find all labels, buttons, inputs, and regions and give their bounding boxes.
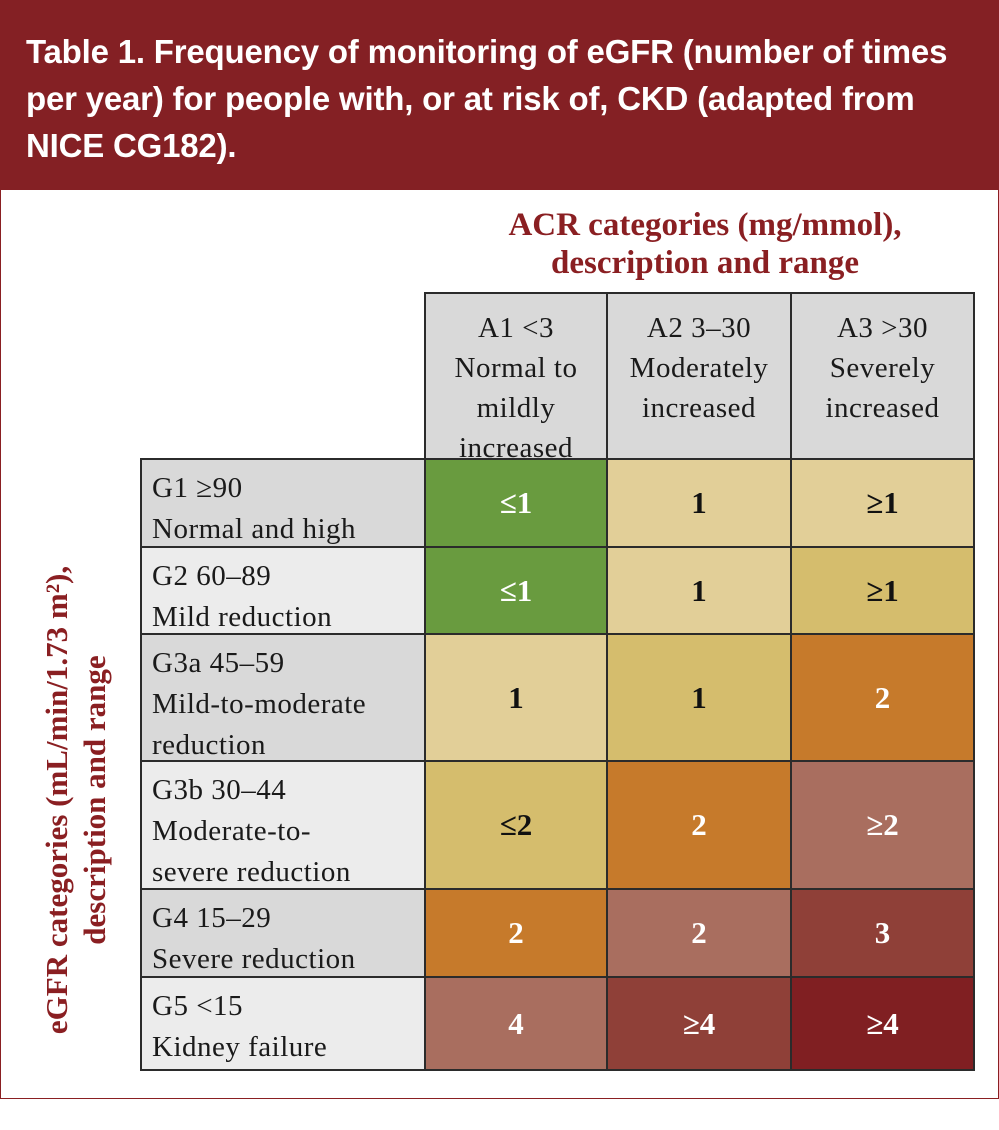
- column-header-line: Severely: [829, 352, 936, 384]
- frequency-value: 1: [691, 485, 707, 520]
- row-header-g3a: G3a 45–59 Mild-to-moderate reduction: [140, 633, 426, 762]
- row-header-line: Moderate-to-: [152, 815, 311, 847]
- frequency-value: ≥1: [866, 572, 899, 608]
- row-header-line: severe reduction: [152, 856, 351, 888]
- frequency-value: ≥4: [866, 1005, 899, 1041]
- egfr-heading-line-1: eGFR categories (mL/min/1.73 m²),: [39, 565, 74, 1035]
- frequency-cell: ≥4: [606, 976, 792, 1071]
- column-header-line: Moderately: [629, 352, 769, 384]
- frequency-value: 1: [691, 679, 707, 715]
- frequency-cell: 2: [606, 888, 792, 978]
- frequency-cell: 1: [424, 633, 608, 762]
- frequency-cell: ≥4: [790, 976, 975, 1071]
- frequency-value: 4: [508, 1005, 524, 1041]
- row-header-line: G1 ≥90: [152, 472, 243, 504]
- column-header-line: increased: [825, 392, 940, 424]
- row-header-line: Normal and high: [152, 513, 357, 545]
- column-header-a3: A3 >30 Severely increased: [790, 292, 975, 460]
- row-header-line: G4 15–29: [152, 902, 272, 934]
- frequency-value: 1: [508, 679, 524, 715]
- frequency-value: ≥1: [866, 485, 899, 520]
- frequency-cell: 2: [790, 633, 975, 762]
- frequency-value: ≥4: [682, 1005, 716, 1041]
- row-header-g1: G1 ≥90 Normal and high: [140, 458, 426, 548]
- column-header-line: A1 <3: [477, 312, 555, 344]
- row-header-g2: G2 60–89 Mild reduction: [140, 546, 426, 635]
- acr-categories-heading: ACR categories (mg/mmol), description an…: [430, 206, 980, 282]
- column-header-a1: A1 <3 Normal to mildly increased: [424, 292, 608, 464]
- row-header-line: G2 60–89: [152, 560, 272, 592]
- frequency-cell: 1: [606, 546, 792, 635]
- frequency-cell: ≤2: [424, 760, 608, 890]
- frequency-value: 1: [691, 572, 707, 608]
- column-header-a2: A2 3–30 Moderately increased: [606, 292, 792, 460]
- row-header-line: G3b 30–44: [152, 774, 287, 806]
- frequency-cell: 1: [606, 633, 792, 762]
- frequency-cell: ≥1: [790, 458, 975, 548]
- frequency-value: ≤1: [499, 485, 533, 520]
- frequency-cell: ≥2: [790, 760, 975, 890]
- column-header-line: A3 >30: [836, 312, 929, 344]
- row-header-line: G3a 45–59: [152, 647, 285, 679]
- frequency-value: 2: [508, 915, 524, 950]
- column-header-line: A2 3–30: [646, 312, 752, 344]
- frequency-value: 3: [874, 915, 891, 950]
- frequency-value: ≤2: [499, 807, 533, 842]
- egfr-categories-heading: eGFR categories (mL/min/1.73 m²), descri…: [26, 520, 126, 1080]
- row-header-line: Kidney failure: [152, 1031, 328, 1063]
- table-title: Table 1. Frequency of monitoring of eGFR…: [26, 33, 948, 164]
- frequency-cell: 2: [424, 888, 608, 978]
- acr-heading-line-2: description and range: [550, 245, 860, 281]
- frequency-value: ≥2: [866, 807, 899, 842]
- frequency-cell: 1: [606, 458, 792, 548]
- frequency-cell: ≤1: [424, 458, 608, 548]
- row-header-line: Mild reduction: [152, 601, 333, 633]
- egfr-heading-line-2: description and range: [77, 655, 112, 945]
- frequency-cell: ≥1: [790, 546, 975, 635]
- frequency-cell: 3: [790, 888, 975, 978]
- column-header-line: mildly: [476, 392, 556, 424]
- frequency-value: 2: [691, 915, 707, 950]
- frequency-cell: 2: [606, 760, 792, 890]
- row-header-line: G5 <15: [152, 990, 244, 1022]
- row-header-line: Mild-to-moderate: [152, 688, 367, 720]
- title-bar: Table 1. Frequency of monitoring of eGFR…: [0, 0, 999, 190]
- row-header-line: Severe reduction: [152, 943, 356, 975]
- row-header-g3b: G3b 30–44 Moderate-to- severe reduction: [140, 760, 426, 890]
- row-header-g4: G4 15–29 Severe reduction: [140, 888, 426, 978]
- monitoring-frequency-table: A1 <3 Normal to mildly increased A2 3–30…: [140, 292, 976, 1072]
- column-header-line: increased: [642, 392, 756, 424]
- row-header-g5: G5 <15 Kidney failure: [140, 976, 426, 1071]
- frequency-value: ≤1: [499, 572, 533, 608]
- frequency-value: 2: [874, 679, 891, 715]
- frequency-cell: 4: [424, 976, 608, 1071]
- acr-heading-line-1: ACR categories (mg/mmol),: [508, 207, 902, 243]
- frequency-value: 2: [691, 807, 707, 842]
- row-header-line: reduction: [152, 729, 267, 761]
- frequency-cell: ≤1: [424, 546, 608, 635]
- column-header-line: Normal to: [454, 352, 578, 384]
